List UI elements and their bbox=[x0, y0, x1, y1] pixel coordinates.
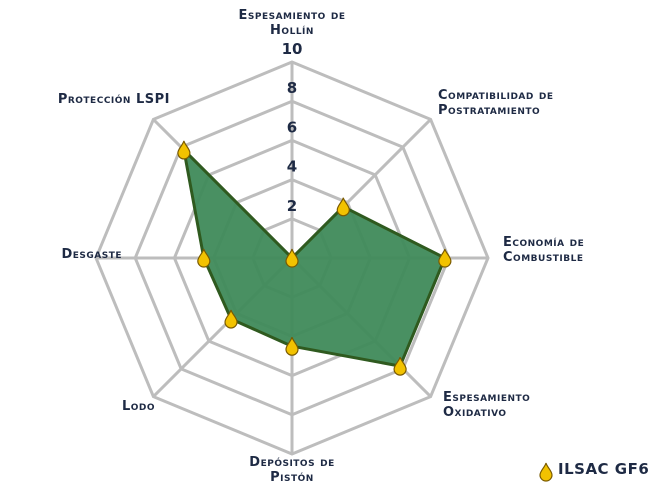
marker bbox=[285, 248, 299, 268]
axis-label: Compatibilidad de Postratamiento bbox=[438, 88, 554, 118]
y-tick-label: 10 bbox=[282, 40, 303, 58]
y-tick-label: 2 bbox=[287, 197, 297, 215]
axis-label: Desgaste bbox=[61, 247, 122, 262]
axis-label: Espesamiento de Hollín bbox=[238, 8, 346, 38]
marker bbox=[438, 248, 452, 268]
marker bbox=[285, 337, 299, 356]
y-tick-label: 6 bbox=[287, 118, 297, 136]
axis-label: Lodo bbox=[121, 399, 155, 414]
marker bbox=[336, 197, 350, 217]
series-area bbox=[182, 148, 447, 368]
marker bbox=[539, 462, 553, 482]
axis-label: Protección LSPI bbox=[57, 92, 170, 107]
marker bbox=[177, 140, 191, 160]
y-tick-label: 8 bbox=[287, 79, 297, 97]
y-tick-label: 4 bbox=[287, 158, 297, 176]
legend-label: ILSAC GF6 bbox=[558, 460, 650, 478]
axis-label: Economía de Combustible bbox=[503, 235, 585, 265]
axis-label: Depósitos de Pistón bbox=[249, 455, 335, 485]
marker bbox=[224, 309, 238, 329]
marker bbox=[393, 356, 407, 376]
marker bbox=[197, 248, 211, 268]
axis-label: Espesamiento Oxidativo bbox=[443, 390, 531, 420]
